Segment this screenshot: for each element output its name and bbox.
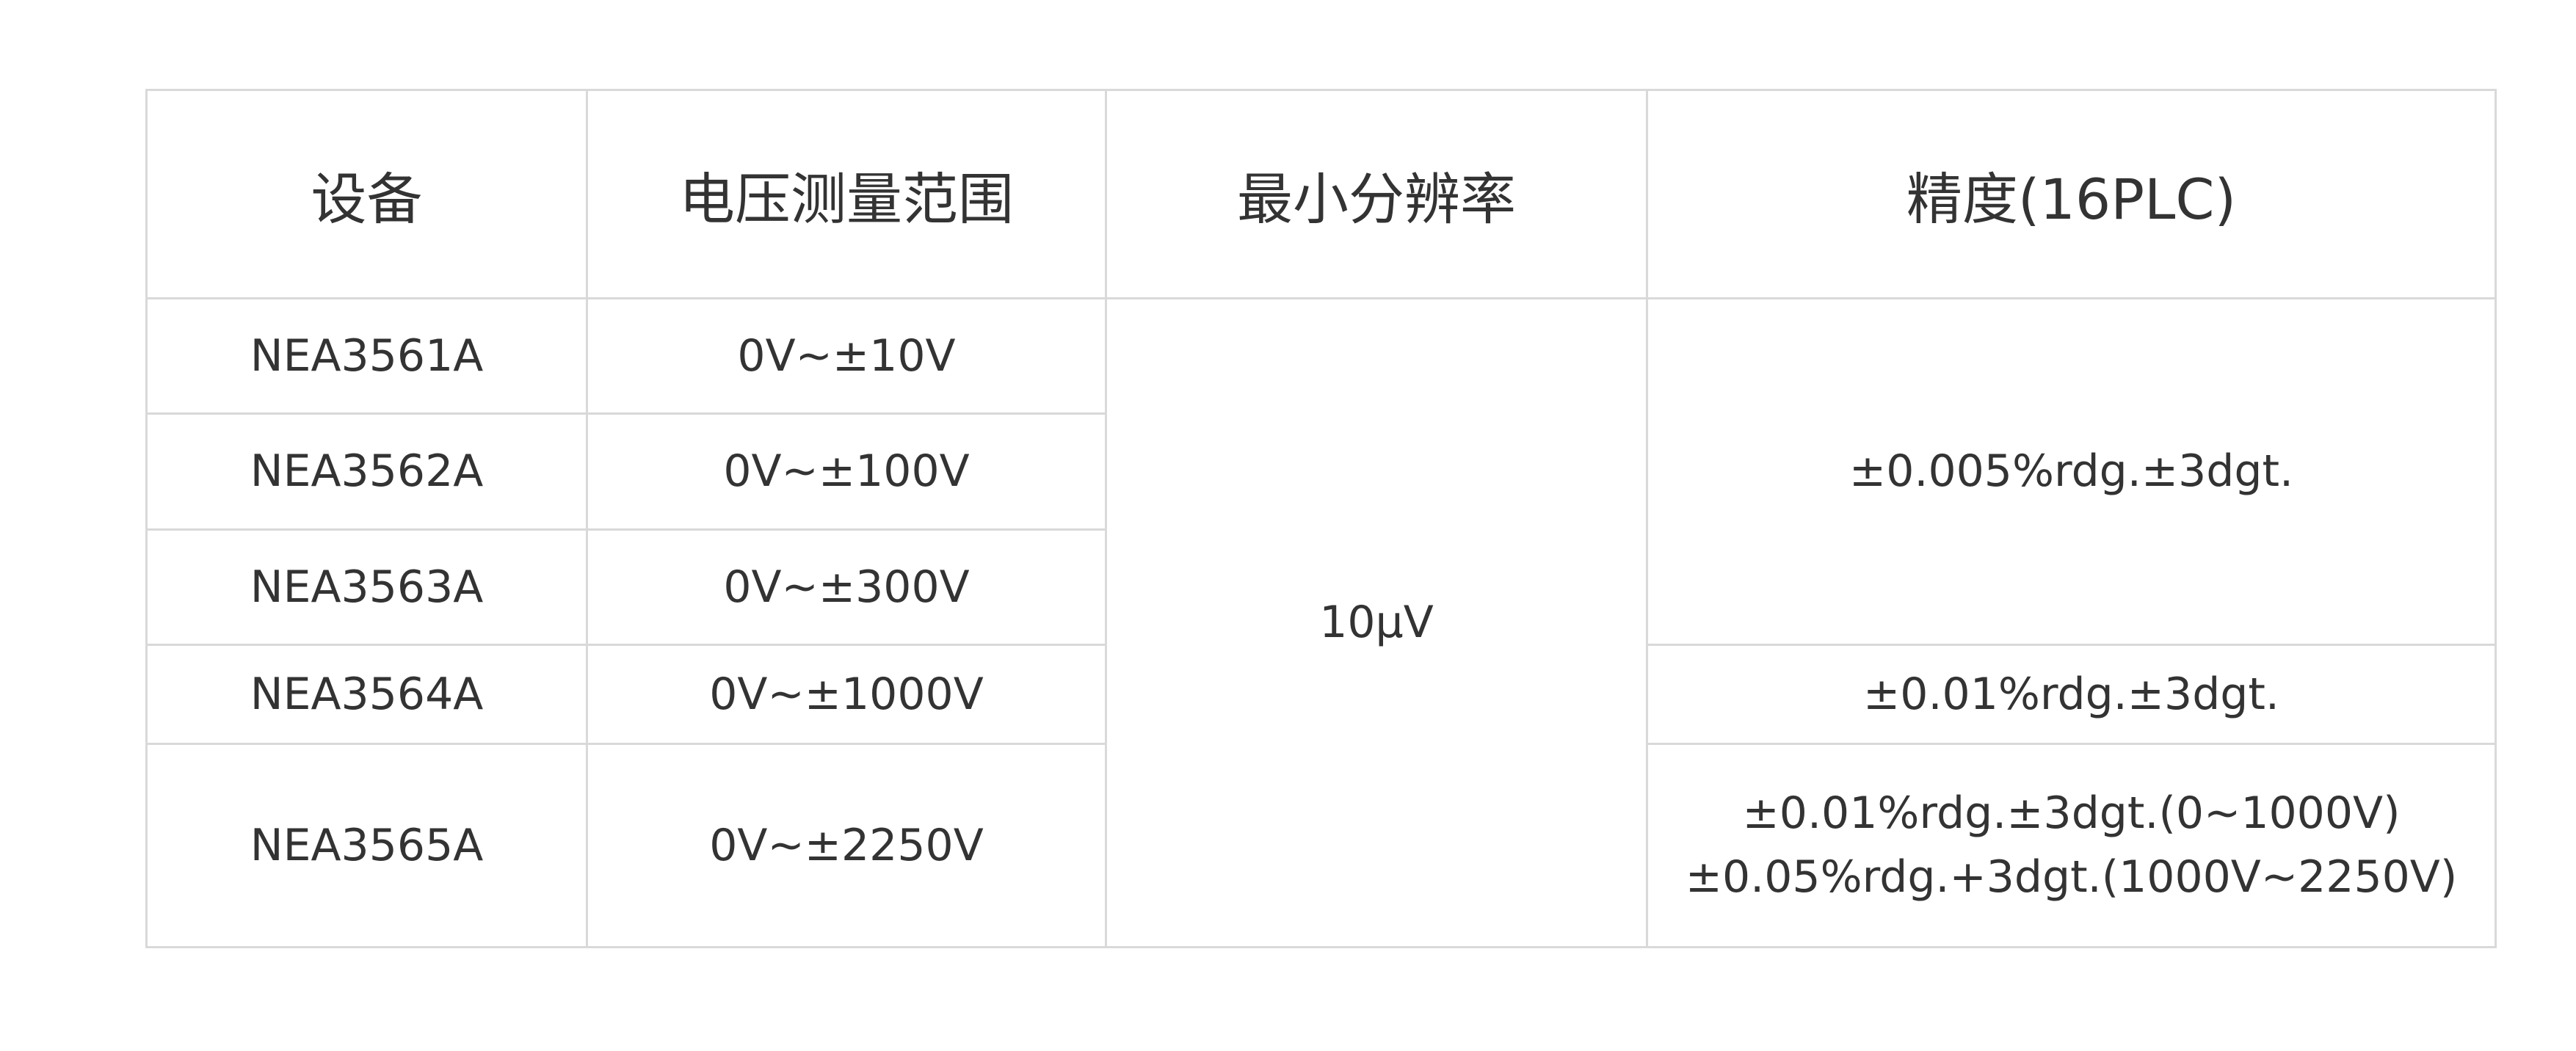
header-accuracy: 精度(16PLC) (1646, 89, 2497, 299)
accuracy-line: ±0.05%rdg.+3dgt.(1000V~2250V) (1685, 851, 2458, 903)
accuracy-cell: ±0.01%rdg.±3dgt. (1646, 644, 2497, 745)
device-cell: NEA3565A (145, 743, 588, 948)
device-cell: NEA3564A (145, 644, 588, 745)
header-resolution: 最小分辨率 (1105, 89, 1648, 299)
table-row: NEA3564A 0V~±1000V ±0.01%rdg.±3dgt. (145, 644, 2497, 745)
table-row: NEA3562A 0V~±100V (145, 412, 2496, 531)
header-range: 电压测量范围 (586, 89, 1107, 299)
device-cell: NEA3561A (145, 297, 588, 415)
accuracy-cell: ±0.005%rdg.±3dgt. (1646, 297, 2497, 646)
accuracy-cell: ±0.01%rdg.±3dgt.(0~1000V) ±0.05%rdg.+3dg… (1646, 743, 2497, 948)
range-cell: 0V~±2250V (586, 743, 1107, 948)
spec-table: 设备 电压测量范围 最小分辨率 精度(16PLC) NEA3561A 0V~±1… (145, 89, 2497, 948)
range-cell: 0V~±300V (586, 528, 1107, 646)
range-cell: 0V~±10V (586, 297, 1107, 415)
table-row: NEA3561A 0V~±10V 10μV ±0.005%rdg.±3dgt. (145, 297, 2497, 948)
header-device: 设备 (145, 89, 588, 299)
table-row: NEA3563A 0V~±300V (145, 528, 2496, 646)
device-cell: NEA3562A (145, 412, 588, 531)
resolution-cell: 10μV (1105, 297, 1648, 948)
range-cell: 0V~±1000V (586, 644, 1107, 745)
device-cell: NEA3563A (145, 528, 588, 646)
range-cell: 0V~±100V (586, 412, 1107, 531)
table-row: NEA3565A 0V~±2250V ±0.01%rdg.±3dgt.(0~10… (145, 743, 2497, 948)
header-row: 设备 电压测量范围 最小分辨率 精度(16PLC) (145, 89, 2497, 299)
accuracy-line: ±0.01%rdg.±3dgt.(0~1000V) (1742, 788, 2401, 839)
